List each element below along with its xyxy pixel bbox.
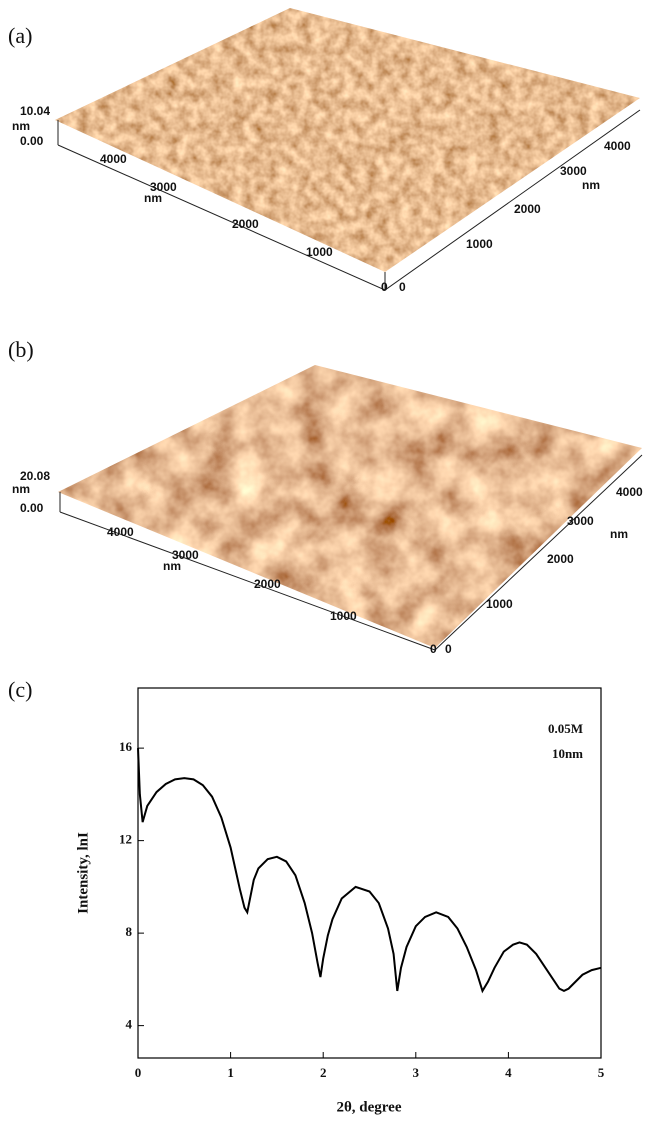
afm-axis-label: 4000 (604, 139, 631, 153)
afm-axis-label: 4000 (107, 525, 134, 539)
afm-axis-label: 0 (399, 280, 406, 294)
x-tick-label: 5 (598, 1065, 605, 1080)
afm-axis-label: 2000 (514, 202, 541, 216)
afm-axis-label: 2000 (254, 577, 281, 591)
x-tick-label: 4 (505, 1065, 512, 1080)
annotation: 10nm (552, 746, 583, 761)
x-tick-label: 2 (320, 1065, 327, 1080)
panel-label: (c) (8, 677, 32, 702)
afm-surface-a (50, 5, 645, 290)
data-line (138, 748, 601, 991)
afm-axis-label: 1000 (466, 237, 493, 251)
afm-axis-label: 3000 (567, 514, 594, 528)
afm-axis-label: 1000 (486, 597, 513, 611)
afm-axis-label: nm (144, 191, 162, 205)
panel-label: (b) (8, 337, 34, 362)
y-tick-label: 16 (119, 739, 133, 754)
afm-axis-label: nm (610, 527, 628, 541)
figure: (c) 2θ, degree Intensity, lnI 0.05M 10nm… (0, 0, 645, 1121)
afm-axis-label: 2000 (547, 552, 574, 566)
afm-axis-label: 20.08 (20, 469, 50, 483)
afm-axis-label: 2000 (232, 217, 259, 231)
y-axis-label: Intensity, lnI (75, 832, 91, 914)
y-tick-label: 4 (126, 1017, 133, 1032)
afm-axis-label: 0 (430, 642, 437, 656)
afm-axis-label: nm (582, 178, 600, 192)
y-tick-label: 12 (119, 832, 132, 847)
afm-axis-label: 0 (381, 280, 388, 294)
afm-axis-label: 4000 (616, 485, 643, 499)
afm-axis-label: 1000 (330, 609, 357, 623)
plot-frame (138, 688, 601, 1058)
x-tick-label: 3 (413, 1065, 420, 1080)
afm-axis-label: 3000 (560, 164, 587, 178)
x-tick-label: 1 (227, 1065, 234, 1080)
afm-axis-label: 0.00 (20, 501, 44, 515)
panel-label: (a) (8, 23, 32, 48)
x-tick-label: 0 (135, 1065, 142, 1080)
afm-axis-label: 1000 (306, 245, 333, 259)
annotation: 0.05M (548, 721, 583, 736)
afm-axis-label: 4000 (100, 152, 127, 166)
afm-axis-label: nm (12, 119, 30, 133)
afm-axis-label: nm (163, 559, 181, 573)
afm-axis-label: nm (12, 482, 30, 496)
afm-axis-label: 10.04 (20, 104, 50, 118)
afm-axis-label: 0 (445, 642, 452, 656)
y-tick-label: 8 (126, 924, 133, 939)
x-axis-label: 2θ, degree (336, 1099, 401, 1115)
afm-axis-label: 0.00 (20, 134, 44, 148)
